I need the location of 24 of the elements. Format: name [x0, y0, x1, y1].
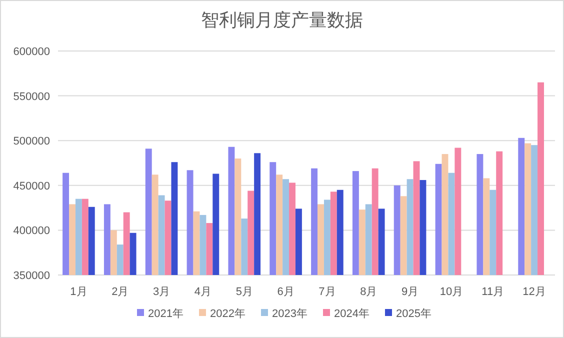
- legend-label: 2023年: [272, 308, 308, 320]
- x-tick-label: 11月: [482, 286, 504, 298]
- chart-title: 智利铜月度产量数据: [201, 10, 363, 30]
- y-tick-label: 500000: [13, 136, 50, 148]
- x-tick-label: 6月: [277, 286, 294, 298]
- x-tick-label: 7月: [318, 286, 336, 298]
- y-tick-label: 450000: [13, 180, 50, 192]
- x-tick-label: 8月: [360, 286, 378, 298]
- legend-label: 2022年: [210, 308, 246, 320]
- legend-label: 2024年: [334, 308, 370, 320]
- x-tick-label: 1月: [70, 286, 88, 298]
- x-tick-label: 5月: [236, 286, 253, 298]
- y-tick-label: 550000: [13, 90, 50, 103]
- x-tick-label: 3月: [152, 286, 170, 298]
- x-tick-label: 12月: [522, 286, 546, 298]
- y-tick-label: 350000: [13, 270, 50, 282]
- x-tick-label: 10月: [440, 286, 464, 298]
- x-tick-label: 9月: [401, 286, 419, 298]
- x-tick-label: 4月: [194, 286, 212, 298]
- y-tick-label: 400000: [13, 225, 50, 238]
- x-tick-label: 2月: [112, 286, 129, 298]
- y-tick-label: 600000: [13, 46, 50, 58]
- legend-label: 2021年: [148, 308, 184, 320]
- legend-label: 2025年: [396, 308, 432, 320]
